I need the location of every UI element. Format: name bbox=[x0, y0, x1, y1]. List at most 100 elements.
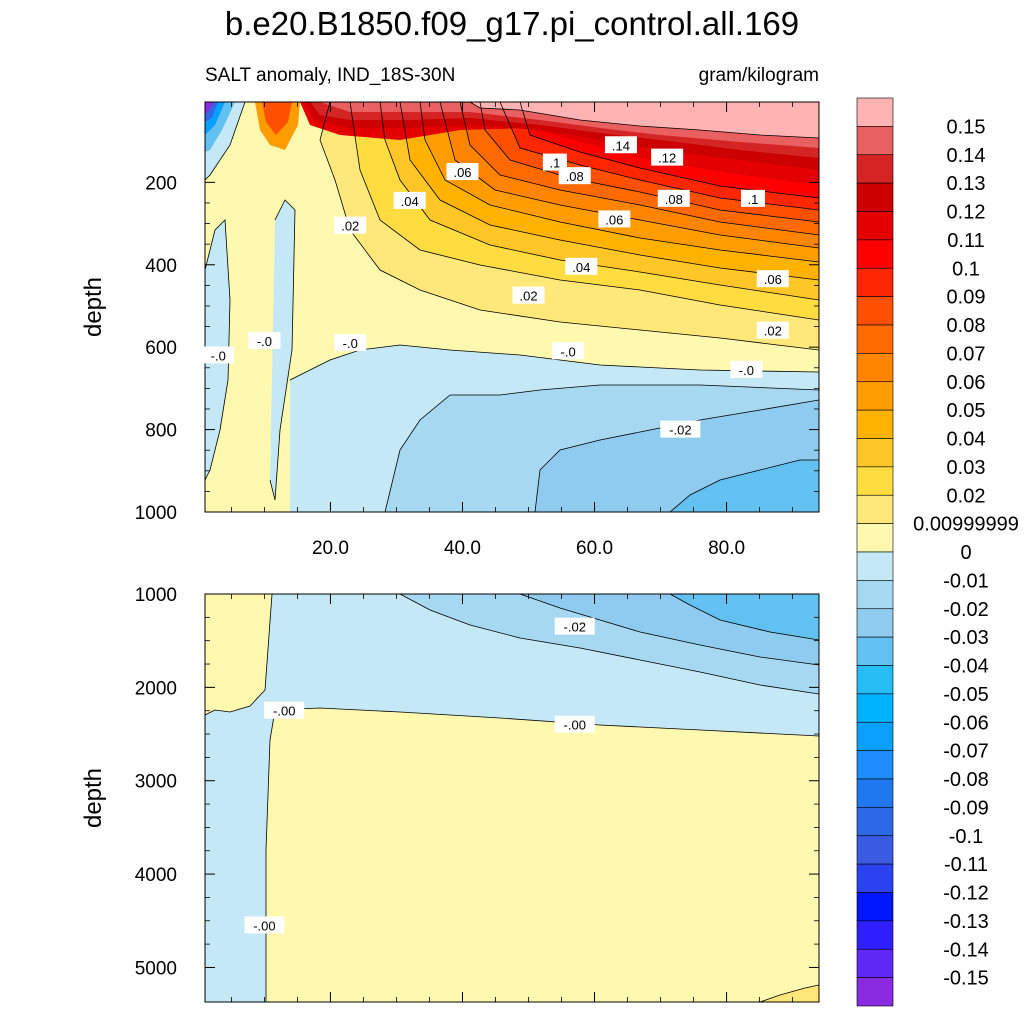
colorbar-label: -0.1 bbox=[949, 826, 983, 848]
upper-contour-label: -.0 bbox=[552, 342, 585, 360]
colorbar-label: -0.14 bbox=[943, 939, 989, 961]
colorbar-swatch bbox=[856, 154, 894, 184]
upper-contour-label: -.0 bbox=[730, 360, 763, 378]
colorbar-swatch bbox=[856, 381, 894, 411]
upper-contour-label-text: .1 bbox=[549, 156, 560, 171]
upper-contour-label-box bbox=[604, 136, 637, 154]
lower-contour-label: -.00 bbox=[244, 916, 285, 934]
colorbar-swatch bbox=[856, 835, 894, 865]
upper-contour-label-text: -.0 bbox=[561, 344, 576, 359]
lower-plot-frame bbox=[204, 593, 820, 1003]
upper-contour-label-text: .06 bbox=[605, 212, 623, 227]
colorbar-label: -0.08 bbox=[943, 769, 989, 791]
upper-contour-label-text: .06 bbox=[764, 272, 782, 287]
colorbar-swatch bbox=[856, 409, 894, 439]
colorbar-swatch bbox=[856, 551, 894, 581]
lower-y-tick-label: 5000 bbox=[135, 958, 177, 979]
colorbar-swatch bbox=[856, 239, 894, 269]
colorbar-swatch bbox=[856, 750, 894, 780]
lower-axes: 1000 2000 3000 4000 5000 bbox=[135, 585, 819, 1002]
upper-contour-label: .02 bbox=[334, 216, 367, 234]
lower-contour-label-box bbox=[244, 916, 285, 934]
colorbar-label: 0.15 bbox=[947, 116, 986, 138]
colorbar-label: 0.11 bbox=[947, 230, 984, 252]
colorbar-label: -0.07 bbox=[943, 741, 989, 763]
upper-contour-label-box bbox=[393, 191, 426, 209]
colorbar-label: 0.09 bbox=[947, 287, 986, 309]
colorbar-label: 0.05 bbox=[947, 400, 986, 422]
upper-contour-label-box bbox=[756, 321, 789, 339]
colorbar-label: -0.15 bbox=[943, 968, 989, 990]
lower-y-tick-label: 2000 bbox=[135, 678, 177, 699]
colorbar-label: 0.00999999 bbox=[913, 514, 1019, 536]
upper-x-tick-label: 80.0 bbox=[708, 538, 745, 559]
upper-contour-label-box bbox=[598, 210, 631, 228]
upper-contour-label-box bbox=[660, 420, 701, 438]
colorbar-label: -0.09 bbox=[943, 797, 989, 819]
upper-contour-label: .14 bbox=[604, 136, 637, 154]
colorbar-label: 0.03 bbox=[947, 457, 986, 479]
colorbar-swatch bbox=[856, 948, 894, 978]
upper-contour-label-text: .02 bbox=[764, 324, 782, 339]
upper-contour-label: .02 bbox=[756, 321, 789, 339]
colorbar-label: 0.02 bbox=[947, 485, 986, 507]
upper-contour-label: .08 bbox=[558, 167, 591, 185]
figure-title: b.e20.B1850.f09_g17.pi_control.all.169 bbox=[225, 5, 799, 42]
colorbar-label: -0.13 bbox=[943, 911, 989, 933]
colorbar-label: -0.12 bbox=[943, 883, 989, 905]
colorbar-swatch bbox=[856, 324, 894, 354]
upper-contour-label-text: -.02 bbox=[669, 423, 691, 438]
lower-contour-label-box bbox=[554, 715, 595, 733]
upper-contour-label-box bbox=[248, 331, 281, 349]
colorbar-label: 0.08 bbox=[947, 315, 986, 337]
colorbar-label: 0.1 bbox=[952, 258, 980, 280]
upper-contour-label-box bbox=[558, 167, 591, 185]
upper-panel-fill bbox=[205, 102, 819, 512]
colorbar-swatch bbox=[856, 211, 894, 241]
upper-contour-label-text: .04 bbox=[572, 260, 590, 275]
colorbar-label: 0.07 bbox=[947, 343, 986, 365]
upper-contour-label-text: -.0 bbox=[211, 348, 226, 363]
lower-contour-label-text: -.00 bbox=[564, 718, 586, 733]
lower-contour-labels: -.02 -.00 -.00 -.00 bbox=[244, 617, 595, 934]
upper-y-tick-label: 200 bbox=[145, 173, 177, 194]
colorbar-label: -0.06 bbox=[943, 712, 989, 734]
upper-contour-label-box bbox=[512, 286, 545, 304]
upper-x-tick-label: 40.0 bbox=[444, 538, 481, 559]
upper-contour-label-box bbox=[651, 148, 684, 166]
colorbar-label: -0.05 bbox=[943, 684, 989, 706]
colorbar-swatch bbox=[856, 977, 894, 1007]
colorbar-label: -0.03 bbox=[943, 627, 989, 649]
colorbar-label: 0.04 bbox=[947, 429, 986, 451]
upper-y-tick-label: 1000 bbox=[135, 503, 177, 524]
colorbar-swatch bbox=[856, 438, 894, 468]
upper-contour-label-text: .1 bbox=[748, 192, 759, 207]
colorbar-label: 0 bbox=[960, 542, 971, 564]
upper-contour-label-text: -.0 bbox=[257, 334, 272, 349]
subtitle-right: gram/kilogram bbox=[699, 65, 819, 86]
lower-contour-label: -.00 bbox=[554, 715, 595, 733]
upper-y-tick-label: 600 bbox=[145, 338, 177, 359]
colorbar-label: -0.01 bbox=[943, 570, 989, 592]
upper-contour-label-box bbox=[446, 163, 479, 181]
upper-x-tick-label: 60.0 bbox=[576, 538, 613, 559]
upper-y-axis-label: depth bbox=[80, 277, 107, 337]
upper-contour-label-box bbox=[334, 216, 367, 234]
upper-contour-label-text: .08 bbox=[665, 192, 683, 207]
lower-contour-label: -.02 bbox=[554, 617, 595, 635]
colorbar-swatch bbox=[856, 892, 894, 922]
lower-contour-lines bbox=[205, 594, 819, 1002]
upper-contour-labels: .14 .12 .1 .08 .06 .04 .02 .08 .1 .06 .04 .06 .02 .02… bbox=[202, 136, 789, 438]
colorbar-swatch bbox=[856, 636, 894, 666]
lower-contour-label-text: -.02 bbox=[564, 620, 586, 635]
lower-y-tick-label: 4000 bbox=[135, 865, 177, 886]
colorbar-swatch bbox=[856, 97, 894, 127]
upper-axes: 200 400 600 800 1000 20.0 40.0 60.0 80.0 bbox=[135, 102, 819, 559]
subtitle-left: SALT anomaly, IND_18S-30N bbox=[205, 65, 455, 86]
upper-contour-label-text: .12 bbox=[658, 151, 676, 166]
colorbar-swatch bbox=[856, 494, 894, 524]
colorbar-swatch bbox=[856, 920, 894, 950]
lower-panel-fill bbox=[205, 594, 819, 1002]
colorbar-label: 0.12 bbox=[947, 202, 986, 224]
